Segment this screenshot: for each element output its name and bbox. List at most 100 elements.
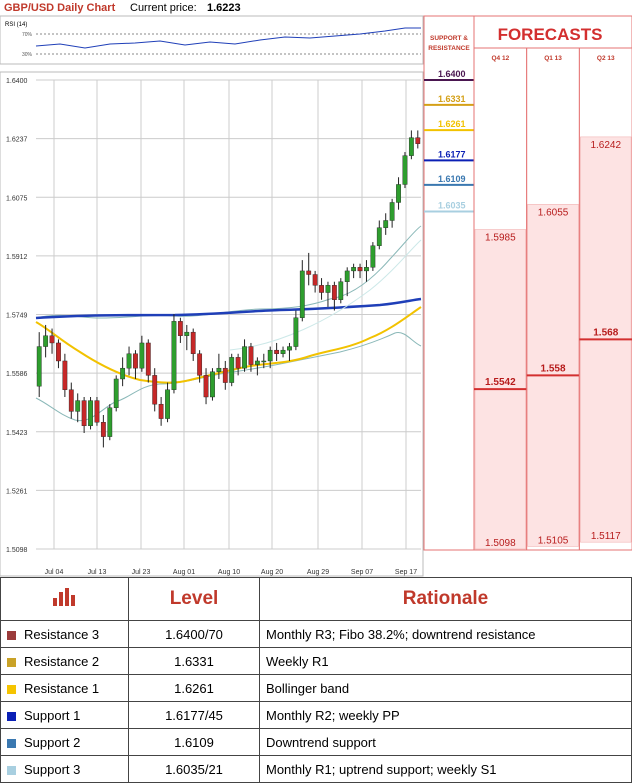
candle-body (254, 360, 260, 365)
candle-body (43, 335, 49, 347)
forecast-high: 1.6055 (538, 207, 569, 218)
candle-body (177, 321, 183, 336)
chart-area: GBP/USD Daily Chart Current price: 1.622… (0, 2, 632, 577)
forecast-high: 1.6242 (590, 140, 621, 151)
candle-body (139, 342, 145, 369)
x-tick-label: Sep 17 (395, 569, 417, 576)
level-name: Support 2 (24, 734, 81, 750)
candle-body (216, 367, 222, 372)
candle-body (197, 353, 203, 376)
level-name-cell: Resistance 1 (0, 674, 129, 702)
candles (36, 130, 421, 448)
candle-body (274, 349, 280, 354)
candle-body (68, 389, 74, 412)
table-row: Resistance 1 1.6261 Bollinger band (0, 674, 632, 702)
chart-title: GBP/USD Daily Chart (4, 2, 116, 14)
candle-body (280, 349, 286, 354)
candle-body (325, 285, 331, 293)
bollinger-upper (35, 225, 422, 319)
candle-body (36, 346, 42, 387)
level-name-cell: Resistance 2 (0, 647, 129, 675)
candle-body (88, 400, 93, 427)
y-tick-label: 1.5098 (6, 547, 28, 554)
candle-body (383, 220, 389, 228)
rsi-panel (0, 15, 424, 65)
y-tick-label: 1.6400 (6, 78, 28, 85)
forecast-mid: 1.558 (541, 363, 566, 374)
candle-body (376, 227, 382, 246)
candle-body (351, 267, 357, 272)
candle-body (184, 331, 190, 336)
level-name: Resistance 1 (24, 680, 100, 696)
level-name: Support 1 (24, 707, 81, 723)
price-value: 1.6223 (207, 2, 241, 14)
candle-body (402, 155, 408, 185)
x-tick-label: Aug 10 (218, 569, 240, 576)
candle-body (222, 367, 228, 383)
x-tick-label: Aug 20 (261, 569, 283, 576)
level-rationale: Monthly R2; weekly PP (259, 701, 632, 729)
sr-header-line2: RESISTANCE (428, 45, 470, 52)
forecast-low: 1.5098 (485, 538, 516, 549)
candle-body (171, 321, 177, 390)
sr-level-label: 1.6109 (438, 174, 466, 184)
forecast-column-label: Q4 12 (491, 55, 509, 62)
level-rationale: Bollinger band (259, 674, 632, 702)
level-value: 1.6109 (128, 728, 260, 756)
y-tick-label: 1.6237 (6, 137, 28, 144)
candle-body (415, 137, 421, 144)
candle-body (62, 360, 68, 390)
candle-body (94, 400, 100, 423)
x-tick-label: Aug 01 (173, 569, 195, 576)
table-icon-cell (0, 577, 129, 621)
forecast-columns: Q4 12 1.5985 1.5542 1.5098 Q1 13 1.6055 1.558 1… (473, 47, 632, 551)
rsi-level-70: 70% (22, 32, 33, 38)
level-name-cell: Support 3 (0, 755, 129, 783)
sr-header-line1: SUPPORT & (430, 35, 468, 42)
y-tick-label: 1.6075 (6, 195, 28, 202)
candle-body (158, 403, 164, 419)
candle-body (49, 335, 55, 344)
level-name: Resistance 3 (24, 626, 100, 642)
y-tick-label: 1.5586 (6, 371, 28, 378)
candle-body (370, 245, 376, 268)
candle-body (338, 281, 344, 300)
candle-body (126, 353, 132, 369)
candle-body (357, 267, 363, 272)
candle-body (100, 422, 106, 437)
candle-body (364, 267, 369, 272)
level-rationale: Weekly R1 (259, 647, 632, 675)
forecasts-title: FORECASTS (498, 25, 603, 44)
x-tick-label: Sep 07 (351, 569, 373, 576)
table-row: Support 1 1.6177/45 Monthly R2; weekly PP (0, 701, 632, 729)
level-color-swatch (7, 765, 16, 775)
level-value: 1.6261 (128, 674, 260, 702)
candle-body (107, 407, 113, 437)
candle-body (152, 375, 158, 405)
forecast-mid: 1.5542 (485, 377, 516, 388)
forecast-column-label: Q2 13 (597, 55, 615, 62)
table-row: Support 3 1.6035/21 Monthly R1; uptrend su… (0, 755, 632, 783)
level-color-swatch (7, 630, 16, 640)
candle-body (306, 270, 312, 275)
forecast-mid: 1.568 (593, 327, 618, 338)
candle-body (299, 270, 305, 318)
level-rationale: Downtrend support (259, 728, 632, 756)
x-axis: Jul 04 Jul 13 Jul 23 Aug 01 Aug 10 Aug 20 Aug … (45, 569, 418, 576)
candle-body (56, 342, 61, 362)
level-rationale: Monthly R1; uptrend support; weekly S1 (259, 755, 632, 783)
y-tick-label: 1.5749 (6, 313, 28, 320)
forecast-column-label: Q1 13 (544, 55, 562, 62)
moving-average-yellow (35, 306, 422, 384)
candle-body (408, 137, 414, 156)
moving-average-blue (35, 297, 422, 320)
level-value: 1.6177/45 (128, 701, 260, 729)
candle-body (248, 346, 254, 365)
forecast-high: 1.5985 (485, 232, 516, 243)
candle-body (242, 346, 247, 369)
candle-body (165, 389, 170, 419)
levels-table-body: Resistance 3 1.6400/70 Monthly R3; Fibo 38… (0, 620, 632, 783)
level-name-cell: Support 1 (0, 701, 129, 729)
level-name-cell: Support 2 (0, 728, 129, 756)
candle-body (133, 353, 138, 369)
